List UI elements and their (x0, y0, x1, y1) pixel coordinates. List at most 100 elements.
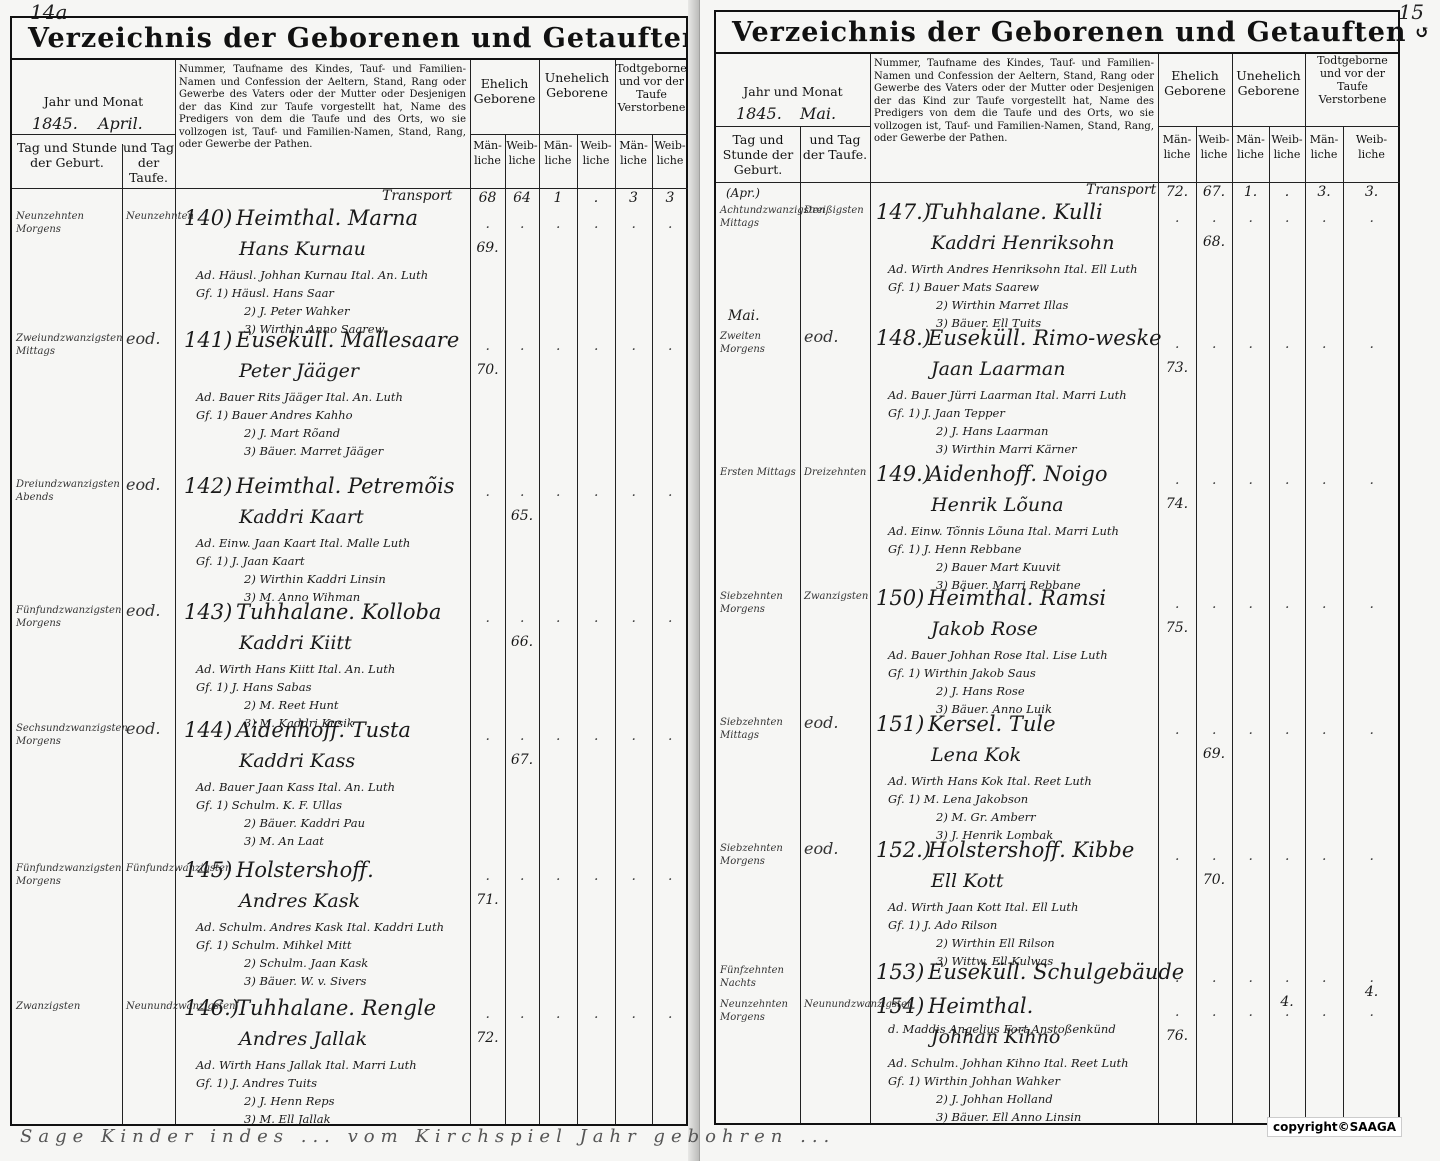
entry-place: Heimthal. Ramsi (928, 586, 1107, 610)
entry-baptism-day: Zwanzigsten (804, 591, 869, 602)
empty-cell-mark: · (520, 614, 525, 630)
entry-place: Tuhhalane. Rengle (236, 996, 436, 1020)
empty-cell-mark: · (1285, 214, 1290, 230)
entry-parents: Ad. Wirth Hans Kiitt Ital. An. Luth (196, 662, 396, 676)
empty-cell-mark: · (594, 614, 599, 630)
entry-godparent: 2) J. Henn Reps (244, 1094, 335, 1108)
left-year-month-label: Jahr und Monat (43, 94, 144, 109)
right-stillborn-header: Todtgeborne und vor der Taufe Verstorben… (1317, 54, 1388, 106)
empty-cell-mark: · (1322, 600, 1327, 616)
entry-place: Heimthal. (928, 994, 1034, 1018)
empty-cell-mark: · (668, 342, 673, 358)
entry-birth-time: Zweiten Morgens (720, 331, 765, 355)
left-stillborn-male: Män- liche (619, 139, 648, 167)
entry-child-name: Jakob Rose (931, 618, 1038, 640)
right-transport-sf: 3. (1364, 184, 1379, 200)
left-transport-sf: 3 (665, 190, 675, 206)
entry-number: 144) (184, 718, 233, 742)
empty-cell-mark: · (1212, 1008, 1217, 1024)
empty-cell-mark: · (631, 732, 636, 748)
empty-cell-mark: · (1322, 1008, 1327, 1024)
left-ledger: Verzeichnis der Geborenen und Getauften↺… (10, 16, 700, 1126)
entry-godparent: 2) Wirthin Ell Rilson (936, 936, 1055, 950)
entry-child-name: Andres Jallak (239, 1028, 368, 1050)
empty-cell-mark: · (594, 872, 599, 888)
entry-place: Tuhhalane. Kulli (928, 200, 1103, 224)
right-transport-uf: . (1284, 184, 1290, 200)
empty-cell-mark: · (1175, 340, 1180, 356)
empty-cell-mark: · (520, 1010, 525, 1026)
empty-cell-mark: · (1175, 1008, 1180, 1024)
empty-cell-mark: · (631, 342, 636, 358)
empty-cell-mark: · (1212, 852, 1217, 868)
empty-cell-mark: · (485, 872, 490, 888)
entry-godparent: 3) M. Ell Jallak (244, 1112, 331, 1126)
entry-godparent: Gf. 1) J. Jaan Tepper (888, 406, 1005, 420)
entry-godparent: 2) Bauer Mart Kuuvit (936, 560, 1061, 574)
entry-godparent: 3) J. Henrik Lombak (936, 828, 1054, 842)
right-illegit-female: Weib- liche (1271, 133, 1303, 161)
entry-child-name: Andres Kask (239, 890, 361, 912)
empty-cell-mark: · (594, 732, 599, 748)
entry-godparent: 3) Wirthin Marri Kärner (936, 442, 1077, 456)
entry-place: Euseküll. Mallesaare (236, 328, 460, 352)
entry-legit-male: 73. (1165, 360, 1189, 376)
empty-cell-mark: · (1248, 476, 1253, 492)
entry-parents: Ad. Wirth Andres Henriksohn Ital. Ell Lu… (888, 262, 1138, 276)
entry-child-name: Kaddri Kaart (239, 506, 364, 528)
left-illegit-header: Unehelich Geborene (544, 70, 610, 100)
empty-cell-mark: · (556, 872, 561, 888)
entry-parents: Ad. Bauer Rits Jääger Ital. An. Luth (196, 390, 403, 404)
entry-godparent: 2) J. Hans Laarman (936, 424, 1049, 438)
empty-cell-mark: · (594, 1010, 599, 1026)
empty-cell-mark: · (485, 488, 490, 504)
empty-cell-mark: · (631, 488, 636, 504)
left-stillborn-header: Todtgeborne und vor der Taufe Verstorben… (616, 62, 687, 114)
empty-cell-mark: · (1322, 214, 1327, 230)
entry-godparent: 2) J. Peter Wahker (244, 304, 350, 318)
entry-child-name: Henrik Lõuna (931, 494, 1064, 516)
right-year-value: 1845. (736, 104, 782, 123)
entry-number: 141) (184, 328, 233, 352)
entry-godparent: 3) M. An Laat (244, 834, 324, 848)
entry-godparent: 2) J. Johhan Holland (936, 1092, 1053, 1106)
entry-birth-time: Dreiundzwanzigsten Abends (16, 479, 120, 503)
entry-number: 149.) (876, 462, 931, 486)
entry-child-name: Jaan Laarman (931, 358, 1066, 380)
empty-cell-mark: · (1248, 600, 1253, 616)
entry-birth-time: Fünfzehnten Nachts (720, 965, 784, 989)
entry-parents: Ad. Einw. Tõnnis Lõuna Ital. Marri Luth (888, 524, 1119, 538)
entry-parents: Ad. Bauer Jürri Laarman Ital. Marri Luth (888, 388, 1127, 402)
entry-birth-time: Zwanzigsten (16, 1001, 81, 1012)
entry-parents: Ad. Bauer Jaan Kass Ital. An. Luth (196, 780, 396, 794)
entry-parents: Ad. Wirth Hans Jallak Ital. Marri Luth (196, 1058, 417, 1072)
entry-godparent: 3) M. Kaddri Kusik (244, 716, 354, 730)
entry-baptism-day: eod. (804, 327, 839, 346)
entry-parents: Ad. Bauer Johhan Rose Ital. Lise Luth (888, 648, 1108, 662)
entry-legit-male: 70. (476, 362, 499, 378)
entry-birth-time: Neunzehnten Morgens (720, 999, 788, 1023)
left-birth-label: Tag und Stunde der Geburt. (17, 140, 117, 170)
empty-cell-mark: · (1369, 476, 1374, 492)
left-legit-female: Weib- liche (506, 139, 538, 167)
empty-cell-mark: · (1322, 852, 1327, 868)
entry-baptism-day: eod. (126, 329, 161, 348)
left-transport-um: 1 (553, 190, 563, 206)
left-transport-uf: . (593, 190, 599, 206)
empty-cell-mark: · (668, 220, 673, 236)
empty-cell-mark: · (631, 1010, 636, 1026)
entry-legit-female: 66. (510, 634, 534, 650)
entry-godparent: Gf. 1) J. Jaan Kaart (196, 554, 305, 568)
entry-godparent: Gf. 1) Wirthin Jakob Saus (888, 666, 1036, 680)
empty-cell-mark: · (594, 342, 599, 358)
entry-godparent: Gf. 1) Wirthin Johhan Wahker (888, 1074, 1060, 1088)
entry-parents: Ad. Einw. Jaan Kaart Ital. Malle Luth (196, 536, 411, 550)
right-april-note: (Apr.) (726, 186, 760, 200)
left-transport-m: 68 (478, 190, 497, 206)
entry-legit-female: 68. (1202, 234, 1226, 250)
entry-place: Kersel. Tule (928, 712, 1056, 736)
empty-cell-mark: · (594, 220, 599, 236)
entry-child-name: Peter Jääger (239, 360, 359, 382)
entry-baptism-day: Dreißigsten (804, 205, 864, 216)
empty-cell-mark: · (668, 488, 673, 504)
